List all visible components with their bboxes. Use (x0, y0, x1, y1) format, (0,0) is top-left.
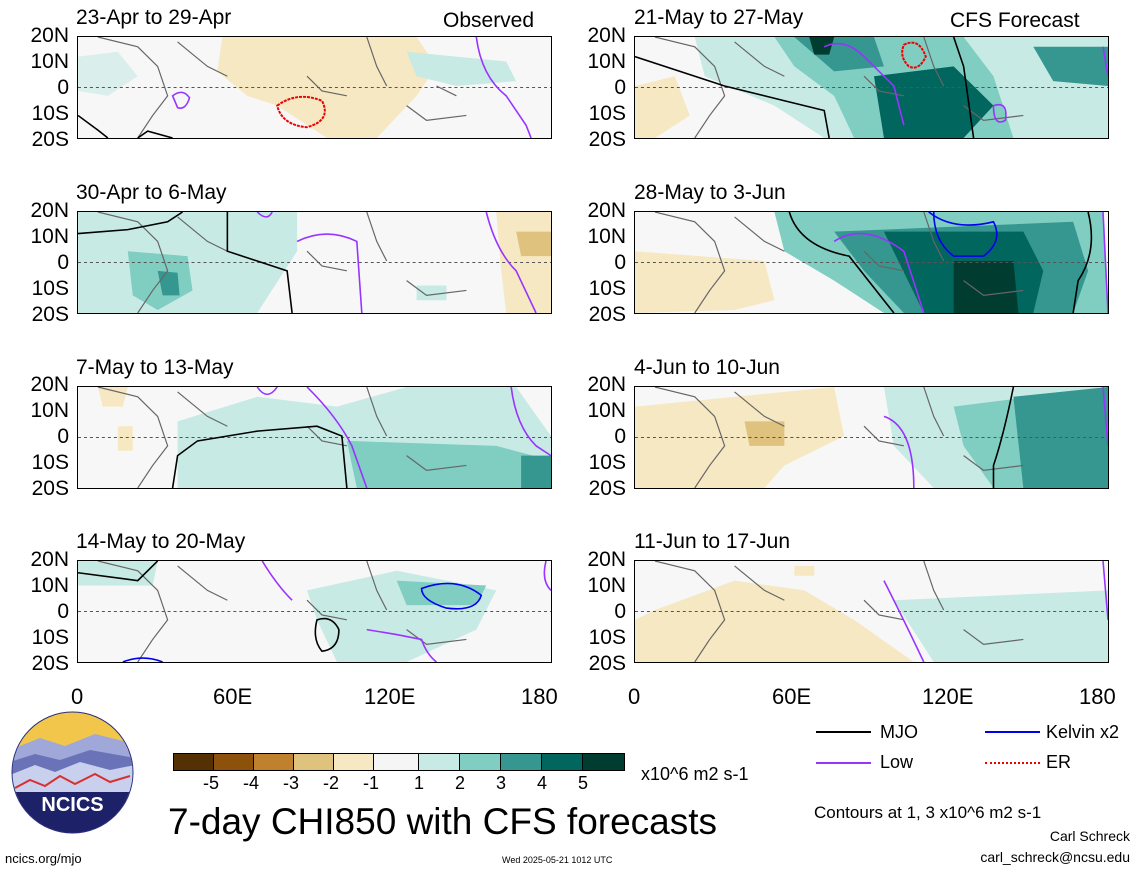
colorbar-swatch-1 (173, 753, 214, 771)
colorbar-swatch-3 (253, 753, 294, 771)
map-panel-2 (77, 211, 552, 314)
panel-title-2: 30-Apr to 6-May (76, 181, 227, 204)
panel-title-8: 11-Jun to 17-Jun (634, 530, 791, 553)
panel-title-7: 4-Jun to 10-Jun (634, 356, 780, 379)
colorbar-label: 2 (455, 773, 466, 793)
author-email: carl_schreck@ncsu.edu (980, 849, 1130, 865)
panel-title-5: 21-May to 27-May (634, 6, 804, 29)
colorbar-swatch-10 (541, 753, 583, 771)
colorbar-swatch-7 (418, 753, 460, 771)
colorbar-label: 3 (496, 773, 507, 793)
colorbar-swatch-4 (293, 753, 334, 771)
timestamp: Wed 2025-05-21 1012 UTC (502, 855, 613, 865)
colorbar-label: -3 (283, 773, 300, 793)
colorbar-swatch-2 (213, 753, 254, 771)
colorbar-label: 5 (578, 773, 589, 793)
main-title: 7-day CHI850 with CFS forecasts (168, 801, 718, 842)
colorbar-label: 1 (414, 773, 425, 793)
panel-title-4: 14-May to 20-May (76, 530, 246, 553)
legend-line-mjo (816, 731, 871, 733)
colorbar-swatch-6 (373, 753, 419, 771)
panel-title-6: 28-May to 3-Jun (634, 181, 786, 204)
panel-tag-forecast: CFS Forecast (950, 9, 1080, 32)
legend-label-kelvin: Kelvin x2 (1046, 722, 1120, 742)
legend-line-low (816, 762, 871, 764)
author-name: Carl Schreck (1049, 828, 1130, 844)
legend-line-er (985, 762, 1040, 764)
colorbar-units: x10^6 m2 s-1 (641, 764, 749, 784)
legend-label-low: Low (880, 752, 914, 772)
map-panel-5 (634, 36, 1109, 139)
colorbar-swatch-11 (582, 753, 625, 771)
ncics-logo: NCICS (10, 710, 135, 835)
legend-label-mjo: MJO (880, 722, 918, 742)
panel-title-1: 23-Apr to 29-Apr (76, 6, 232, 29)
colorbar-swatch-9 (500, 753, 542, 771)
map-panel-6 (634, 211, 1109, 314)
colorbar-label: 4 (537, 773, 548, 793)
map-panel-3 (77, 386, 552, 489)
logo-text: NCICS (41, 794, 103, 816)
site-link[interactable]: ncics.org/mjo (5, 851, 82, 866)
map-panel-7 (634, 386, 1109, 489)
colorbar-label: -1 (363, 773, 380, 793)
colorbar-label: -2 (323, 773, 340, 793)
map-panel-8 (634, 560, 1109, 663)
panel-tag-observed: Observed (443, 9, 535, 32)
map-panel-1 (77, 36, 552, 139)
colorbar-swatch-5 (333, 753, 374, 771)
colorbar-label: -4 (243, 773, 260, 793)
panel-title-3: 7-May to 13-May (76, 356, 234, 379)
contour-note: Contours at 1, 3 x10^6 m2 s-1 (814, 803, 1042, 822)
colorbar-label: -5 (203, 773, 220, 793)
map-panel-4 (77, 560, 552, 663)
legend-label-er: ER (1046, 752, 1072, 772)
legend-line-kelvin (985, 731, 1040, 733)
colorbar-swatch-8 (459, 753, 501, 771)
